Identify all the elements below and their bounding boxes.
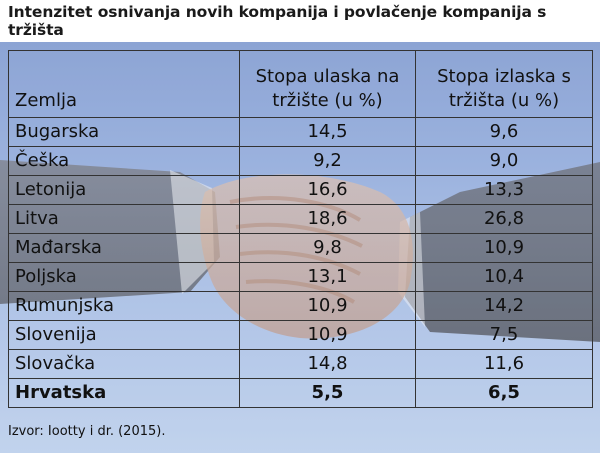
cell-exit: 10,9 (415, 233, 593, 263)
table-row: Rumunjska 10,9 14,2 (8, 291, 593, 321)
cell-entry: 10,9 (239, 291, 416, 321)
table-header-row: Zemlja Stopa ulaska na tržište (u %) Sto… (8, 50, 593, 118)
cell-exit: 14,2 (415, 291, 593, 321)
data-table: Zemlja Stopa ulaska na tržište (u %) Sto… (8, 50, 593, 408)
table-row-highlighted: Hrvatska 5,5 6,5 (8, 378, 593, 408)
table-row: Mađarska 9,8 10,9 (8, 233, 593, 263)
cell-country: Mađarska (8, 233, 240, 263)
cell-entry: 18,6 (239, 204, 416, 234)
cell-exit: 6,5 (415, 378, 593, 408)
table-row: Litva 18,6 26,8 (8, 204, 593, 234)
header-exit-rate: Stopa izlaska s tržišta (u %) (415, 50, 593, 118)
cell-exit: 11,6 (415, 349, 593, 379)
source-note: Izvor: Iootty i dr. (2015). (8, 424, 166, 439)
table-row: Bugarska 14,5 9,6 (8, 117, 593, 147)
cell-country: Rumunjska (8, 291, 240, 321)
cell-country: Bugarska (8, 117, 240, 147)
cell-country: Letonija (8, 175, 240, 205)
cell-entry: 9,8 (239, 233, 416, 263)
cell-country: Slovačka (8, 349, 240, 379)
cell-exit: 9,6 (415, 117, 593, 147)
cell-country: Litva (8, 204, 240, 234)
cell-exit: 10,4 (415, 262, 593, 292)
table-row: Letonija 16,6 13,3 (8, 175, 593, 205)
cell-exit: 9,0 (415, 146, 593, 176)
table-panel: Zemlja Stopa ulaska na tržište (u %) Sto… (0, 42, 600, 453)
cell-entry: 14,8 (239, 349, 416, 379)
cell-country: Hrvatska (8, 378, 240, 408)
table-row: Češka 9,2 9,0 (8, 146, 593, 176)
data-table-wrapper: Zemlja Stopa ulaska na tržište (u %) Sto… (8, 50, 593, 408)
cell-country: Češka (8, 146, 240, 176)
cell-entry: 14,5 (239, 117, 416, 147)
cell-country: Poljska (8, 262, 240, 292)
cell-exit: 13,3 (415, 175, 593, 205)
cell-entry: 10,9 (239, 320, 416, 350)
cell-entry: 16,6 (239, 175, 416, 205)
cell-entry: 9,2 (239, 146, 416, 176)
table-row: Slovenija 10,9 7,5 (8, 320, 593, 350)
cell-entry: 5,5 (239, 378, 416, 408)
cell-country: Slovenija (8, 320, 240, 350)
table-row: Slovačka 14,8 11,6 (8, 349, 593, 379)
table-row: Poljska 13,1 10,4 (8, 262, 593, 292)
page-title: Intenzitet osnivanja novih kompanija i p… (0, 0, 600, 42)
cell-entry: 13,1 (239, 262, 416, 292)
cell-exit: 26,8 (415, 204, 593, 234)
header-country: Zemlja (8, 50, 240, 118)
cell-exit: 7,5 (415, 320, 593, 350)
header-entry-rate: Stopa ulaska na tržište (u %) (239, 50, 416, 118)
